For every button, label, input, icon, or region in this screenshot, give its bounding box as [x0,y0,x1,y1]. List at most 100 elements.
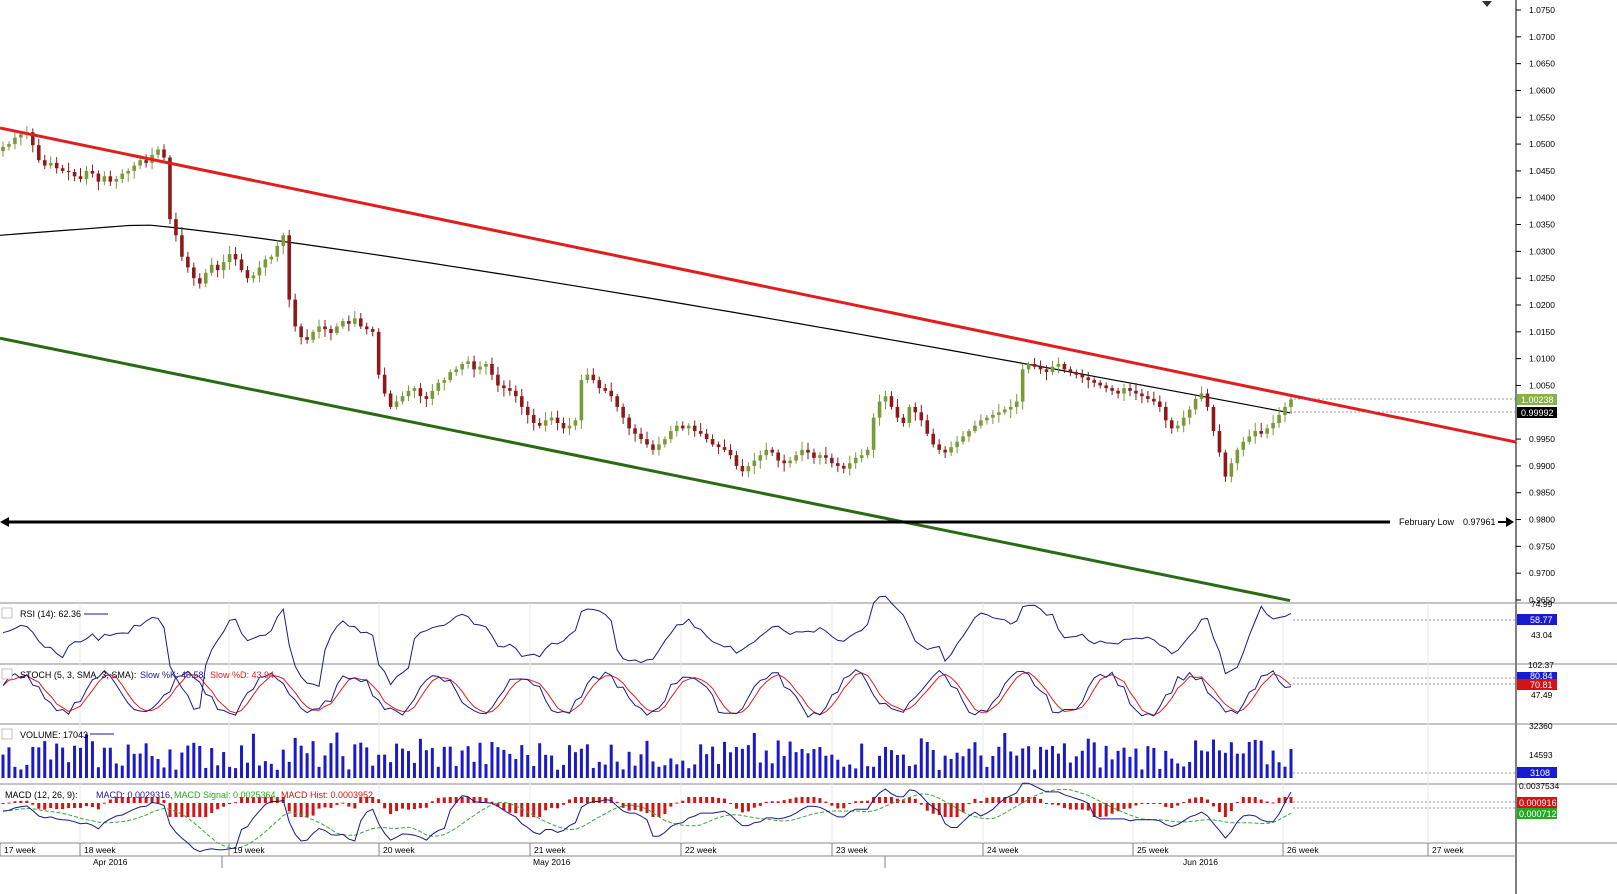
macd-panel[interactable]: MACD (12, 26, 9): MACD: 0.0029316, MACD … [1,781,1562,853]
macd-hist-bar [299,803,303,817]
arrow-right-icon [1506,517,1514,527]
macd-hist-bar [43,803,47,810]
candle-body [78,176,83,179]
macd-hist-bar [1122,803,1126,809]
volume-bar [466,746,470,778]
price-tick-label: 0.9850 [1529,488,1555,498]
candle-body [305,337,309,340]
macd-hist-bar [1146,803,1150,804]
macd-hist-bar [991,797,995,803]
rsi-line [2,595,1292,710]
macd-hist-bar [1211,803,1215,807]
candle-body [239,259,244,271]
volume-bar [329,743,333,778]
macd-hist-bar [263,797,267,803]
volume-bar [842,766,846,778]
macd-hist-bar [1003,797,1007,803]
macd-hist-bar [884,797,888,803]
macd-hist-bar [210,803,214,813]
macd-hist-bar [788,798,792,803]
volume-bar [281,749,285,778]
volume-bar [1158,768,1162,778]
candle-body [144,160,148,163]
volume-bar [1062,743,1066,778]
volume-bar [1223,752,1227,778]
macd-hist-bar [395,803,399,812]
chart-menu-arrow-icon[interactable] [1480,0,1494,8]
volume-bar [740,748,744,778]
month-label: Jun 2016 [1183,857,1218,867]
candle-body [639,433,643,440]
candle-body [853,457,858,464]
candle-body [31,132,35,146]
february-low-value: 0.97961 [1463,517,1496,527]
candle-body [865,449,870,456]
candle-body [96,173,101,182]
resistance-trendline[interactable] [0,126,1517,444]
volume-bar [1277,762,1281,778]
volume-bar [401,748,405,778]
macd-hist-bar [818,798,822,803]
candle-body [168,157,172,220]
macd-hist-bar [842,803,846,809]
volume-bar [645,740,649,778]
candle-body [514,390,518,397]
macd-hist-bar [311,803,315,816]
volume-bar [794,752,798,778]
macd-hist-bar [496,803,500,807]
macd-hist-bar [293,803,297,817]
rsi-panel[interactable]: RSI (14): 62.36 74.99 43.04 58.77 [1,595,1557,710]
stoch-panel[interactable]: STOCH (5, 3, SMA, 3, SMA): Slow %K: 40.5… [1,660,1557,718]
candlesticks [1,126,1293,483]
macd-hist-bar [740,803,744,813]
volume-bar [174,769,178,778]
volume-bar [895,755,899,778]
macd-hist-bar [1277,797,1281,803]
macd-hist-bar [925,803,929,811]
volume-bar [627,751,631,778]
candle-body [1158,401,1162,407]
price-tick-label: 0.9650 [1529,595,1555,605]
volume-bar [937,769,941,778]
candle-body [728,449,733,456]
candle-body [490,364,494,375]
stoch-axis-mid: 47.49 [1531,690,1553,700]
volume-bar [228,766,232,778]
macd-hist-bar [472,797,476,803]
macd-hist-bar [1217,803,1221,813]
candle-body [764,449,769,456]
candle-body [364,326,369,330]
candle-body [519,396,524,407]
macd-hist-bar [61,803,65,809]
volume-panel[interactable]: VOLUME: 17043 32360 14593 3108 [1,721,1558,778]
volume-bar [532,765,536,778]
macd-hist-bar [705,797,709,803]
macd-hist-bar [1271,802,1275,804]
candle-body [54,162,59,169]
candle-body [436,382,441,391]
volume-bar [764,750,768,778]
candle-body [883,396,888,402]
candle-body [269,256,274,260]
candle-body [1241,441,1246,450]
macd-hist-bar [114,797,118,803]
macd-hist-bar [406,803,410,810]
february-low-level[interactable]: February Low 0.97961 [0,517,1514,527]
volume-bar [711,746,715,778]
candle-body [931,433,936,445]
support-trendline[interactable] [0,336,1291,603]
candle-body [508,388,512,391]
candle-body [108,176,113,182]
macd-hist-bar [997,797,1001,803]
macd-hist-bar [1009,797,1013,803]
candle-body [752,460,757,466]
macd-hist-bar [1229,803,1233,812]
macd-hist-bar [365,797,369,803]
macd-hist-bar [412,803,416,810]
macd-hist-bar [687,797,691,803]
candle-body [1146,396,1150,399]
macd-hist-bar [234,802,238,804]
volume-bar [1182,766,1186,778]
